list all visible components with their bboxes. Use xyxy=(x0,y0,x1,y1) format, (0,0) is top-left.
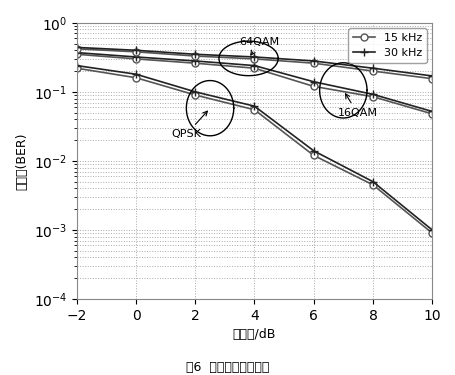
Text: 图6  资源映射性能对比: 图6 资源映射性能对比 xyxy=(186,361,269,374)
Legend: 15 kHz, 30 kHz: 15 kHz, 30 kHz xyxy=(348,28,426,63)
X-axis label: 信噪比/dB: 信噪比/dB xyxy=(233,328,276,341)
Text: 16QAM: 16QAM xyxy=(337,94,377,118)
Text: QPSK: QPSK xyxy=(171,111,207,139)
Text: 64QAM: 64QAM xyxy=(239,37,279,55)
Y-axis label: 误码率(BER): 误码率(BER) xyxy=(15,132,28,190)
